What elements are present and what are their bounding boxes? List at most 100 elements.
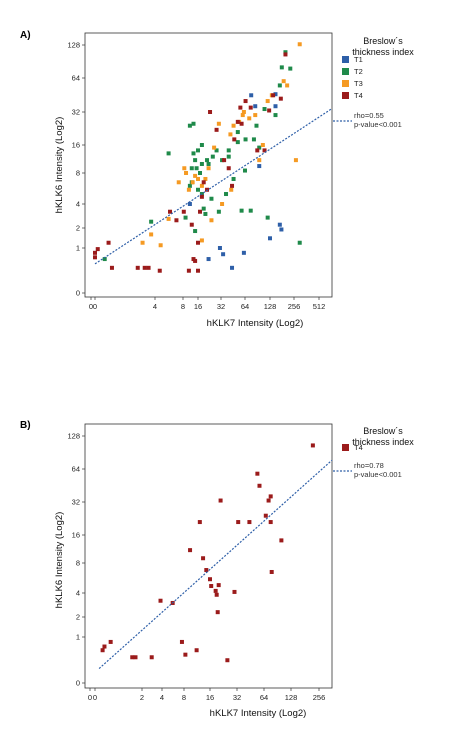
point-t2 <box>199 161 204 166</box>
scatter-points-b <box>100 443 315 663</box>
point-t4 <box>193 258 198 263</box>
x-tick-label: 32 <box>217 302 225 311</box>
point-t2 <box>279 65 284 70</box>
point-t4 <box>243 99 248 104</box>
x-tick-label: 512 <box>313 302 326 311</box>
point-t2 <box>243 168 247 173</box>
point-t4 <box>168 209 173 214</box>
point-t4 <box>268 494 273 499</box>
point-t2 <box>248 208 253 213</box>
point-t3 <box>253 113 258 118</box>
point-t4 <box>225 658 230 663</box>
point-t4 <box>95 247 100 252</box>
point-t2 <box>209 196 214 201</box>
y-tick-label: 1 <box>76 633 80 642</box>
point-t2 <box>203 211 208 216</box>
point-t3 <box>285 83 290 88</box>
point-t2 <box>102 257 107 262</box>
point-t2 <box>205 158 210 163</box>
point-t4 <box>196 268 200 273</box>
p-value-label-b: p-value<0.001 <box>354 470 402 479</box>
point-t2 <box>193 229 198 234</box>
point-t2 <box>189 166 194 171</box>
x-ticks-b: 0 0 2 4 8 16 32 64 128 256 <box>88 688 325 702</box>
point-t4 <box>108 639 113 644</box>
point-t1 <box>257 164 262 169</box>
point-t4 <box>142 265 147 270</box>
point-t4 <box>216 583 221 588</box>
x-axis-label-b: hKLK7 Intensity (Log2) <box>210 708 307 719</box>
point-t4 <box>255 471 260 476</box>
legend-b: Breslow´s thickness index T4 rho=0.78 p-… <box>333 426 414 479</box>
point-t2 <box>235 130 240 135</box>
panel-label-b: B) <box>20 420 31 431</box>
y-tick-label: 4 <box>76 589 80 598</box>
point-t1 <box>249 93 254 98</box>
point-t3 <box>260 143 265 147</box>
x-tick-label: 8 <box>182 693 186 702</box>
point-t2 <box>224 192 229 197</box>
point-t3 <box>190 180 195 185</box>
legend-label-t4: T4 <box>354 91 363 100</box>
x-tick-label: 256 <box>313 693 326 702</box>
point-t2 <box>265 215 270 220</box>
point-t2 <box>283 50 288 55</box>
x-ticks-a: 0 0 4 8 16 32 64 128 256 512 <box>89 297 325 311</box>
point-t4 <box>158 598 163 603</box>
y-tick-label: 16 <box>72 531 80 540</box>
point-t4 <box>214 127 219 132</box>
point-t2 <box>187 123 192 128</box>
point-t3 <box>203 176 208 181</box>
x-tick-label: 4 <box>153 302 157 311</box>
point-t2 <box>183 215 188 220</box>
rho-label-b: rho=0.78 <box>354 461 384 470</box>
point-t2 <box>210 154 215 159</box>
point-t3 <box>193 173 198 178</box>
point-t4 <box>278 96 283 101</box>
point-t1 <box>273 104 278 109</box>
point-t4 <box>230 183 235 188</box>
x-tick-label: 8 <box>181 302 185 311</box>
point-t3 <box>158 243 163 248</box>
point-t4 <box>106 240 111 245</box>
point-t3 <box>229 187 234 192</box>
point-t1 <box>221 252 226 257</box>
point-t3 <box>140 240 145 245</box>
point-t4 <box>197 520 202 525</box>
y-tick-label: 128 <box>67 41 80 50</box>
point-t4 <box>179 639 184 644</box>
point-t3 <box>231 123 236 128</box>
point-t3 <box>166 216 171 221</box>
legend-swatch-t3 <box>342 80 349 87</box>
point-t2 <box>193 158 198 163</box>
x-tick-label: 16 <box>194 302 202 311</box>
point-t2 <box>273 113 278 118</box>
y-tick-label: 4 <box>76 200 80 209</box>
point-t4 <box>174 218 179 223</box>
point-t4 <box>102 644 107 649</box>
point-t4 <box>232 137 237 142</box>
point-t3 <box>206 166 211 171</box>
point-t1 <box>273 92 278 97</box>
y-tick-label: 32 <box>72 108 80 117</box>
legend-swatch-t1 <box>342 56 349 63</box>
point-t4 <box>235 119 240 124</box>
point-t4 <box>269 569 274 574</box>
point-t4 <box>248 105 253 110</box>
point-t2 <box>198 171 203 175</box>
point-t2 <box>220 158 225 163</box>
point-t2 <box>216 209 221 214</box>
point-t2 <box>251 137 256 142</box>
point-t4 <box>267 108 272 113</box>
x-tick-label: 2 <box>140 693 144 702</box>
point-t2 <box>226 148 231 153</box>
point-t4 <box>239 121 244 126</box>
y-tick-label: 1 <box>76 244 80 253</box>
point-t3 <box>297 42 302 47</box>
point-t3 <box>199 183 204 188</box>
point-t4 <box>214 592 219 597</box>
point-t2 <box>235 140 240 145</box>
point-t4 <box>196 240 200 245</box>
point-t2 <box>201 206 206 211</box>
point-t4 <box>133 655 138 660</box>
